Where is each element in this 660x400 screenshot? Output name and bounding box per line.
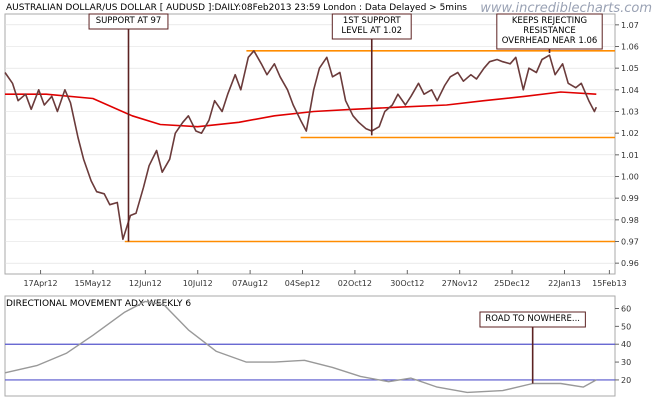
price-y-tick-label: 1.03 [621,108,639,117]
annotation-resistance-box [496,13,603,50]
price-y-tick-label: 1.05 [621,64,639,73]
annotation-resistance-text: RESISTANCE [523,26,576,36]
adx-y-tick-label: 60 [621,305,631,314]
brand-watermark: www.incrediblecharts.com [480,1,652,16]
adx-y-tick-label: 20 [621,376,631,385]
adx-y-tick-label: 30 [621,358,631,367]
annotation-support-97: SUPPORT AT 97 [88,13,169,242]
price-panel-frame [4,13,616,275]
moving-average-line [5,91,597,128]
annotation-support-97-text: SUPPORT AT 97 [96,16,162,26]
adx-panel-title: DIRECTIONAL MOVEMENT ADX WEEKLY 6 [6,299,191,309]
annotation-road-to-nowhere-box [479,311,586,328]
annotation-resistance-text: OVERHEAD NEAR 1.06 [502,36,598,46]
price-x-tick-label: 22Jan13 [548,279,581,288]
price-y-tick-label: 1.04 [621,86,639,95]
price-x-tick-label: 07Aug12 [232,279,268,288]
price-y-tick-label: 0.99 [621,194,639,203]
adx-series-layer [4,300,615,394]
adx-panel-frame [4,295,616,397]
price-x-tick-label: 04Sep12 [285,279,320,288]
annotation-first-support-box [331,13,412,40]
price-y-tick-label: 0.96 [621,259,639,268]
price-y-tick-label: 0.98 [621,216,639,225]
adx-y-tick-label: 50 [621,322,631,331]
price-y-tick-label: 1.06 [621,43,639,52]
price-y-tick-label: 1.07 [621,21,639,30]
price-x-tick-label: 12Jun12 [129,279,162,288]
price-x-tick-label: 30Oct12 [390,279,424,288]
annotation-road-to-nowhere: ROAD TO NOWHERE... [479,311,586,384]
price-x-tick-label: 27Nov12 [442,279,478,288]
annotation-first-support-text: 1ST SUPPORT [343,16,402,26]
annotation-road-to-nowhere-text: ROAD TO NOWHERE... [485,314,580,324]
chart-title: AUSTRALIAN DOLLAR/US DOLLAR [ AUDUSD ]:D… [6,3,467,13]
annotation-first-support-text: LEVEL AT 1.02 [341,26,402,36]
price-x-tick-label: 25Dec12 [494,279,530,288]
price-x-tick-label: 02Oct12 [338,279,372,288]
price-x-axis: 17Apr12 15May12 12Jun12 10Jul12 07Aug12 04Sep… [23,270,627,288]
price-x-tick-label: 17Apr12 [23,279,57,288]
price-y-tick-label: 1.01 [621,151,639,160]
adx-y-axis: 60 50 40 30 20 [615,305,631,385]
price-x-tick-label: 15Feb13 [592,279,627,288]
price-y-tick-label: 1.00 [621,173,639,182]
price-y-tick-label: 0.97 [621,238,639,247]
price-y-tick-label: 1.02 [621,129,639,138]
adx-y-tick-label: 40 [621,340,631,349]
adx-line [4,300,597,394]
price-line [4,49,598,241]
price-y-axis: 1.07 1.06 1.05 1.04 1.03 1.02 1.01 1.00 0.99 0.98… [615,21,639,268]
price-grid [5,24,615,264]
price-x-tick-label: 10Jul12 [183,279,213,288]
adx-annotations: ROAD TO NOWHERE... [479,311,586,384]
price-series-layer [4,49,615,243]
annotation-resistance-text: KEEPS REJECTING [512,16,587,26]
annotation-support-97-box [88,13,169,30]
price-x-tick-label: 15May12 [74,279,111,288]
